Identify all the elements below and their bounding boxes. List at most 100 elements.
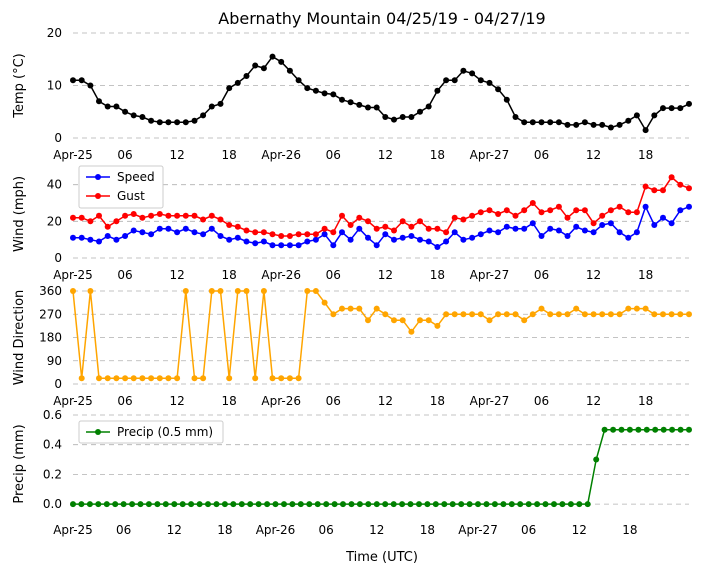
data-point [373, 225, 380, 232]
data-point [356, 214, 363, 221]
legend-marker [95, 193, 101, 199]
data-point [525, 501, 532, 508]
data-point [581, 207, 588, 214]
data-point [297, 501, 304, 508]
data-point [677, 426, 684, 433]
data-point [243, 73, 250, 79]
x-tick-label: 06 [534, 268, 549, 282]
data-point [529, 311, 536, 318]
data-point [538, 233, 545, 239]
data-point [339, 212, 345, 219]
data-point [451, 214, 458, 221]
y-tick-label: 360 [39, 284, 62, 298]
x-tick-label: 06 [117, 148, 132, 162]
data-point [434, 87, 441, 94]
data-point [208, 212, 215, 219]
data-point [564, 121, 571, 128]
data-point [503, 96, 510, 103]
x-tick-label: Apr-26 [256, 523, 296, 537]
data-point [469, 234, 476, 241]
data-point [633, 305, 640, 312]
data-point [165, 212, 172, 219]
data-point [503, 311, 510, 318]
data-point [521, 225, 528, 232]
data-point [260, 229, 267, 236]
data-point [417, 317, 423, 324]
data-point [573, 223, 580, 230]
y-tick-label: 0.6 [43, 408, 62, 422]
data-point [475, 501, 481, 508]
chart-title: Abernathy Mountain 04/25/19 - 04/27/19 [218, 9, 545, 28]
data-point [148, 375, 155, 382]
x-tick-label: Apr-27 [458, 523, 498, 537]
y-tick-label: 90 [47, 354, 62, 368]
data-point [460, 216, 467, 223]
data-point [483, 501, 490, 508]
data-point [521, 207, 528, 214]
legend: Precip (0.5 mm) [78, 420, 224, 444]
data-point [486, 317, 493, 324]
data-point [573, 207, 580, 214]
data-point [339, 229, 345, 236]
data-point [330, 242, 337, 249]
data-point [252, 62, 259, 69]
data-point [129, 501, 136, 508]
x-tick-label: Apr-27 [470, 394, 510, 408]
x-tick-label: 18 [430, 148, 445, 162]
data-point [495, 311, 502, 318]
data-point [512, 114, 519, 120]
data-point [408, 233, 415, 239]
data-point [434, 322, 441, 329]
data-point [278, 58, 285, 65]
x-tick-label: Apr-27 [470, 268, 510, 282]
data-point [616, 229, 623, 236]
data-point [112, 501, 119, 508]
data-point [278, 233, 285, 239]
x-tick-label: 18 [222, 394, 237, 408]
data-point [407, 501, 414, 508]
data-point [581, 227, 588, 234]
data-point [130, 375, 137, 382]
data-point [686, 185, 692, 192]
data-point [551, 501, 557, 508]
data-point [139, 114, 146, 120]
data-point [584, 501, 591, 508]
data-point [668, 105, 675, 112]
data-point [78, 375, 85, 382]
data-point [677, 105, 684, 112]
panel-1: 0 10 20 Apr-25 06 12 18 Apr-26 06 12 18 Apr-27 06 12 1… [12, 26, 692, 162]
data-point [200, 216, 207, 223]
data-point [243, 227, 250, 234]
x-tick-label: 12 [572, 523, 587, 537]
data-point [162, 501, 169, 508]
data-point [70, 77, 76, 84]
data-point [145, 501, 152, 508]
y-tick-label: 40 [47, 178, 62, 192]
data-point [304, 238, 311, 245]
data-point [651, 187, 658, 194]
data-point [130, 227, 137, 234]
data-point [391, 227, 397, 234]
data-point [156, 211, 163, 217]
x-tick-label: 06 [117, 268, 132, 282]
data-point [182, 288, 189, 294]
data-point [137, 501, 144, 508]
data-point [221, 501, 228, 508]
data-point [616, 311, 623, 318]
data-point [382, 223, 389, 230]
data-point [260, 65, 267, 72]
data-point [399, 234, 406, 241]
data-point [148, 231, 155, 238]
data-point [573, 305, 580, 312]
data-point [365, 104, 371, 111]
data-point [347, 236, 354, 243]
x-tick-label: 18 [638, 394, 653, 408]
x-tick-label: 12 [586, 268, 601, 282]
x-tick-label: 18 [638, 148, 653, 162]
data-point [122, 108, 129, 115]
data-point [567, 501, 574, 508]
data-point [113, 236, 120, 243]
data-point [443, 311, 450, 318]
data-point [269, 231, 276, 238]
data-point [538, 119, 545, 126]
